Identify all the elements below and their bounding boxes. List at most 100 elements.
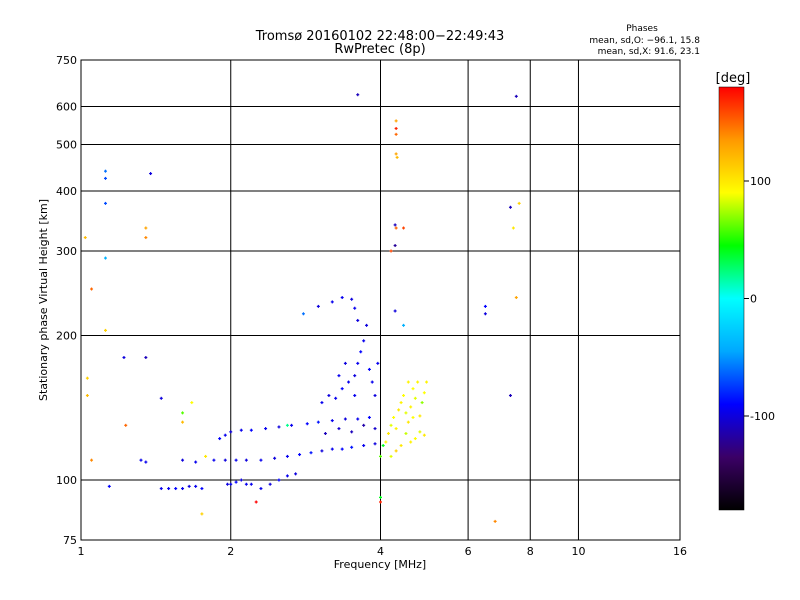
y-tick-label: 400 <box>56 185 77 198</box>
data-point <box>386 432 390 436</box>
data-point <box>411 387 415 391</box>
data-point <box>389 423 393 427</box>
data-point <box>406 380 410 384</box>
data-point <box>103 169 107 173</box>
data-point <box>144 236 148 240</box>
data-point <box>254 500 258 504</box>
data-point <box>409 440 413 444</box>
data-point <box>340 296 344 300</box>
colorbar-tick-label: -100 <box>750 410 775 423</box>
x-axis-ticks: 1 2 4 6 8 10 16 <box>78 545 688 558</box>
data-point <box>223 458 227 462</box>
grid-lines <box>81 60 680 540</box>
y-tick-label: 75 <box>63 534 77 547</box>
plot-frame <box>80 59 681 541</box>
data-point <box>294 472 298 476</box>
data-point <box>418 414 422 418</box>
data-point <box>393 244 397 248</box>
data-point <box>194 484 198 488</box>
chart-title: Tromsø 20160102 22:48:00−22:49:43 <box>255 29 505 44</box>
data-point <box>316 304 320 308</box>
data-point <box>200 512 204 516</box>
data-point <box>144 460 148 464</box>
data-point <box>409 405 413 409</box>
data-point <box>239 428 243 432</box>
data-point <box>85 376 89 380</box>
data-point <box>353 306 357 310</box>
data-point <box>268 482 272 486</box>
data-point <box>174 487 178 491</box>
data-point <box>309 451 313 455</box>
data-point <box>425 380 429 384</box>
data-point <box>356 361 360 365</box>
data-point <box>103 201 107 205</box>
data-point <box>327 394 331 398</box>
x-tick-label: 16 <box>673 545 687 558</box>
data-point <box>343 361 347 365</box>
data-point <box>244 482 248 486</box>
data-point <box>389 249 393 253</box>
data-point <box>181 487 185 491</box>
data-point <box>337 374 341 378</box>
data-point <box>181 411 185 415</box>
data-point <box>249 482 253 486</box>
data-point <box>277 425 281 429</box>
data-point <box>340 387 344 391</box>
data-point <box>362 339 366 343</box>
data-point <box>394 152 398 156</box>
data-point <box>350 430 354 434</box>
data-point <box>343 417 347 421</box>
data-point <box>418 430 422 434</box>
data-point <box>244 458 248 462</box>
data-point <box>290 423 294 427</box>
data-point <box>353 374 357 378</box>
data-point <box>399 401 403 405</box>
data-point <box>85 394 89 398</box>
data-point <box>402 323 406 327</box>
data-point <box>239 478 243 482</box>
colorbar-gradient <box>718 86 745 511</box>
data-point <box>394 132 398 136</box>
data-point <box>90 287 94 291</box>
data-point <box>340 447 344 451</box>
y-tick-label: 500 <box>56 139 77 152</box>
data-point <box>362 423 366 427</box>
y-tick-label: 750 <box>56 54 77 67</box>
data-point <box>356 93 360 97</box>
data-point <box>508 205 512 209</box>
data-point <box>483 312 487 316</box>
data-point <box>264 427 268 431</box>
x-axis-label: Frequency [MHz] <box>334 558 426 571</box>
data-point <box>394 119 398 123</box>
plot-area: 1 2 4 6 8 10 16 75 100 200 300 400 500 600 750 <box>56 54 687 558</box>
data-point <box>337 427 341 431</box>
colorbar: [deg] 100 0 -100 <box>716 71 775 511</box>
data-point <box>416 380 420 384</box>
data-point <box>277 478 281 482</box>
data-point <box>301 312 305 316</box>
data-point <box>285 423 289 427</box>
data-point <box>365 323 369 327</box>
phase-stats-o: mean, sd,O: −96.1, 15.8 <box>589 36 700 46</box>
data-point <box>493 519 497 523</box>
data-point <box>422 433 426 437</box>
data-point <box>144 226 148 230</box>
data-point <box>404 411 408 415</box>
data-point <box>393 309 397 313</box>
data-point <box>402 394 406 398</box>
data-point <box>204 454 208 458</box>
data-point <box>511 226 515 230</box>
data-point <box>517 201 521 205</box>
data-point <box>234 458 238 462</box>
x-tick-label: 1 <box>78 545 85 558</box>
phase-stats-title: Phases <box>626 24 658 34</box>
data-point <box>159 487 163 491</box>
y-axis-ticks: 75 100 200 300 400 500 600 750 <box>56 54 77 547</box>
data-point <box>139 458 143 462</box>
data-point <box>259 487 263 491</box>
data-point <box>200 487 204 491</box>
data-point <box>394 126 398 130</box>
data-point <box>103 256 107 260</box>
data-point <box>395 155 399 159</box>
